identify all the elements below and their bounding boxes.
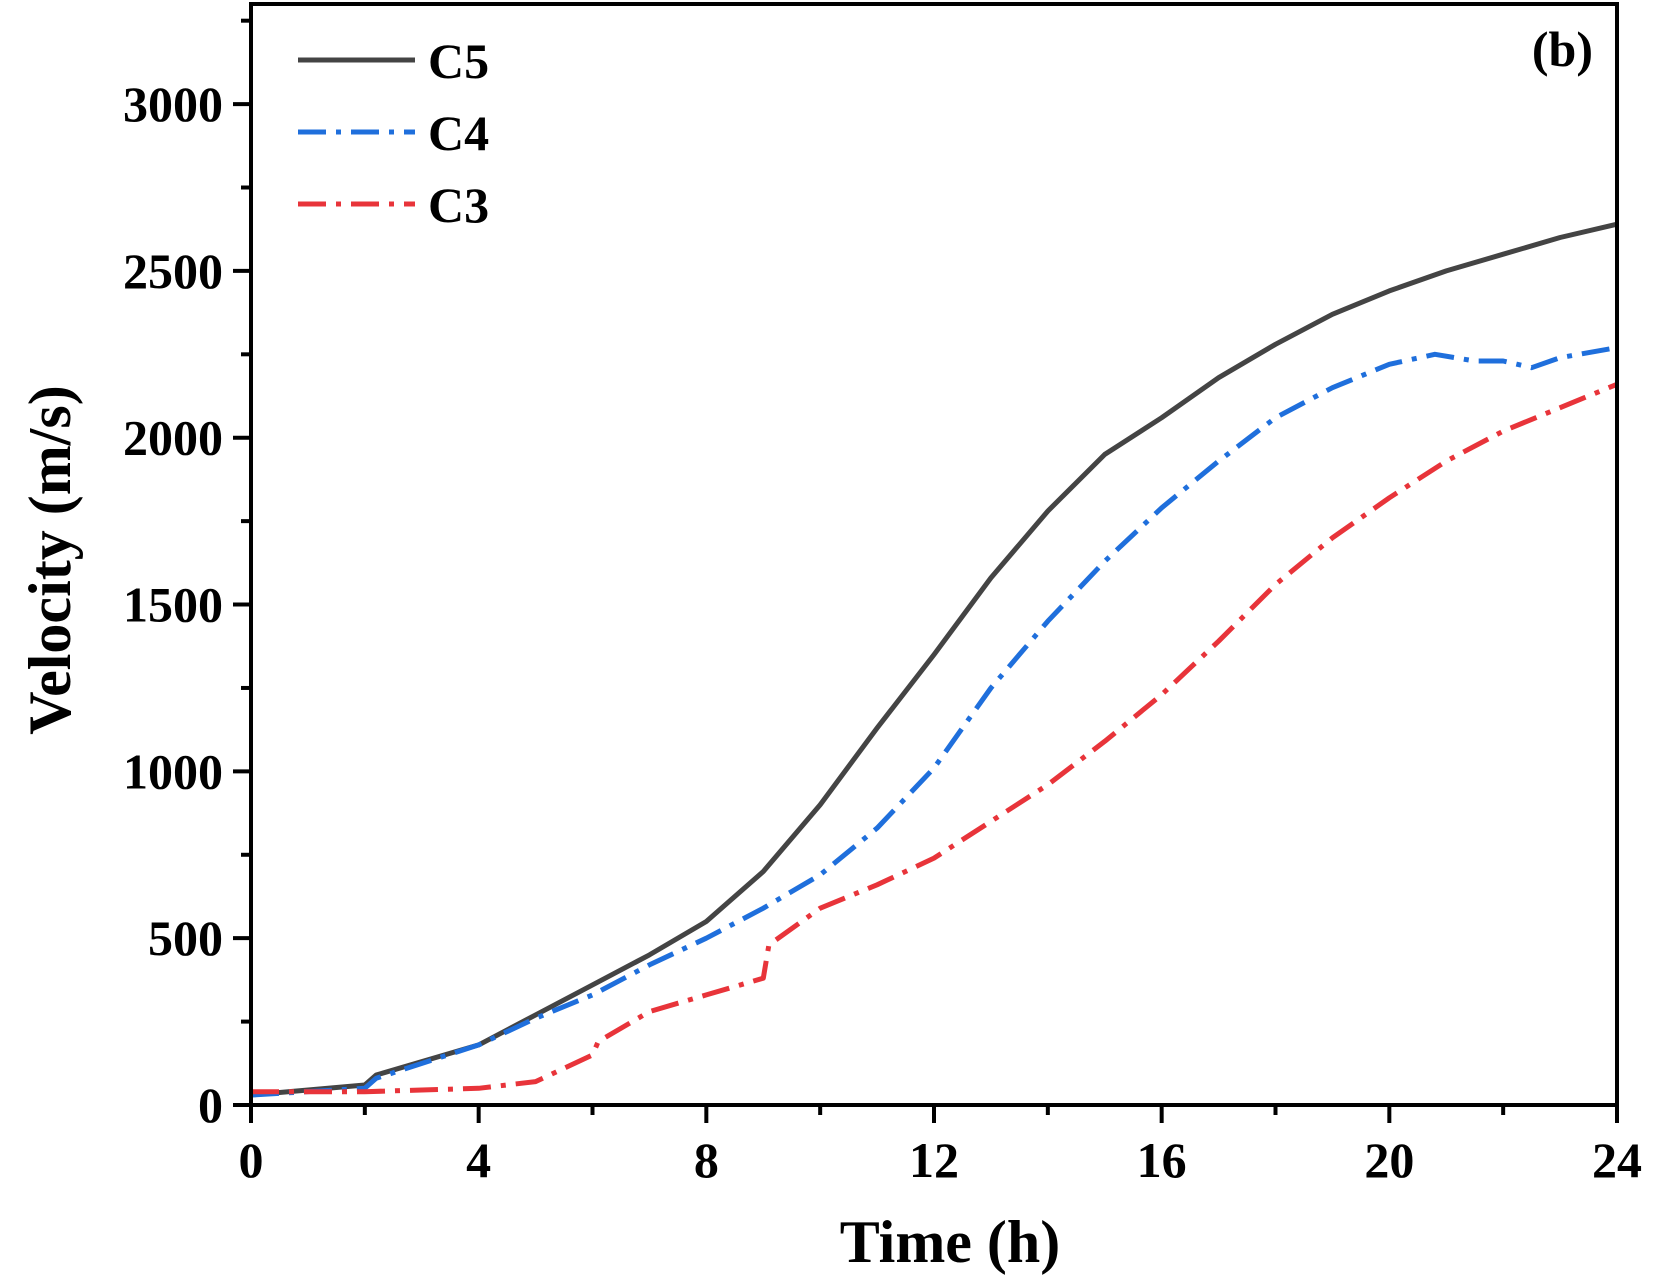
series-layer <box>250 221 1618 1098</box>
plot-frame <box>249 2 1619 1107</box>
y-tick-label: 2000 <box>123 410 223 466</box>
x-tick-label: 8 <box>694 1132 719 1188</box>
series-c3-line <box>251 381 1618 1095</box>
series-c4-line <box>250 345 1618 1098</box>
panel-label: (b) <box>1532 21 1593 77</box>
x-tick-label: 24 <box>1592 1132 1642 1188</box>
legend-label-c5: C5 <box>428 33 489 89</box>
x-axis-label: Time (h) <box>840 1209 1061 1275</box>
y-tick-label: 3000 <box>123 76 223 132</box>
y-tick-label: 1500 <box>123 577 223 633</box>
ticks-layer: 0 4 8 12 16 20 24 0 500 1000 1500 2000 2500 3000 <box>123 18 1642 1188</box>
x-tick-label: 0 <box>239 1132 264 1188</box>
legend-label-c3: C3 <box>428 177 489 233</box>
legend-label-c4: C4 <box>428 105 489 161</box>
y-tick-label: 1000 <box>123 743 223 799</box>
y-tick-label: 0 <box>198 1077 223 1133</box>
x-tick-label: 4 <box>466 1132 491 1188</box>
x-tick-label: 20 <box>1364 1132 1414 1188</box>
x-tick-label: 16 <box>1137 1132 1187 1188</box>
series-c5-line <box>250 221 1618 1098</box>
y-tick-label: 500 <box>148 910 223 966</box>
y-axis-label: Velocity (m/s) <box>17 385 83 734</box>
x-tick-label: 12 <box>909 1132 959 1188</box>
legend: C5 C4 C3 <box>298 33 489 233</box>
y-tick-label: 2500 <box>123 243 223 299</box>
